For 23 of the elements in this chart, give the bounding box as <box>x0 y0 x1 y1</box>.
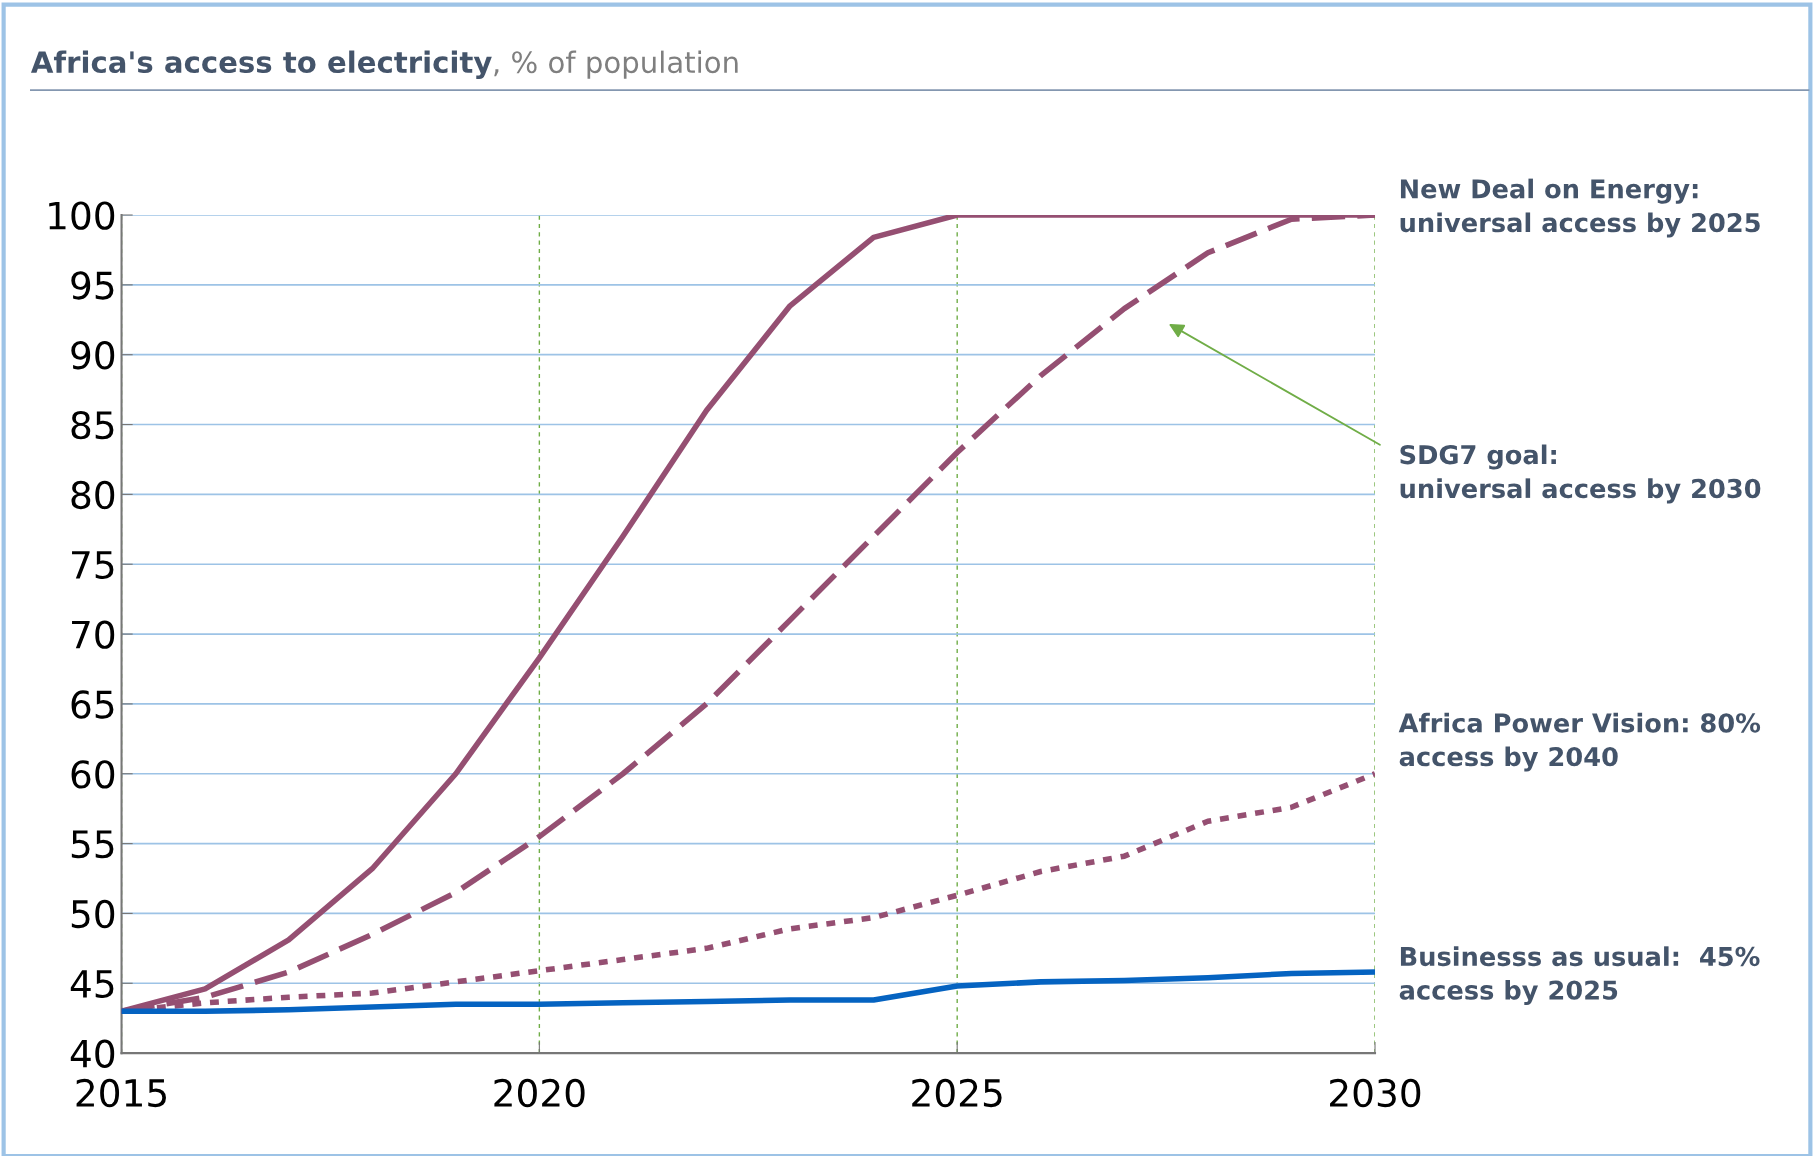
y-tick-label: 80 <box>71 480 115 510</box>
y-tick-label: 75 <box>72 551 114 579</box>
y-tick-label: 45 <box>70 970 114 999</box>
y-tick-label: 65 <box>71 690 114 719</box>
y-tick-label: 55 <box>71 830 114 859</box>
chart-subtitle: , % of population <box>494 50 738 79</box>
y-tick-label: 60 <box>71 760 115 789</box>
x-tick-label: 2030 <box>1330 1078 1421 1108</box>
x-tick-label: 2020 <box>494 1078 585 1108</box>
x-tick-label: 2015 <box>76 1078 166 1108</box>
y-tick-label: 85 <box>71 410 114 440</box>
x-tick-label: 2025 <box>912 1078 1002 1108</box>
text: SDG7 goal: universal access by 2030 <box>1400 444 1761 504</box>
y-tick-label: 95 <box>71 271 114 300</box>
text: New Deal on Energy: universal access by 2025 <box>1400 178 1760 238</box>
y-tick-label: 40 <box>70 1039 115 1068</box>
chart-title: Africa's access to electricity <box>30 50 492 79</box>
y-tick-label: 50 <box>71 899 115 929</box>
text: Africa Power Vision: 80% access by 2040 <box>1398 712 1761 772</box>
y-tick-label: 70 <box>72 620 115 649</box>
y-tick-label: 90 <box>71 341 115 370</box>
y-tick-label: 100 <box>49 201 115 230</box>
text: Businesss as usual: 45% access by 2025 <box>1399 946 1760 1006</box>
